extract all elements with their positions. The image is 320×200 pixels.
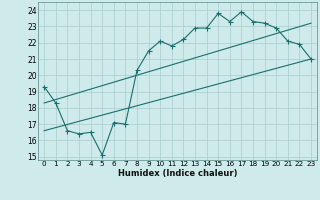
X-axis label: Humidex (Indice chaleur): Humidex (Indice chaleur) [118,169,237,178]
